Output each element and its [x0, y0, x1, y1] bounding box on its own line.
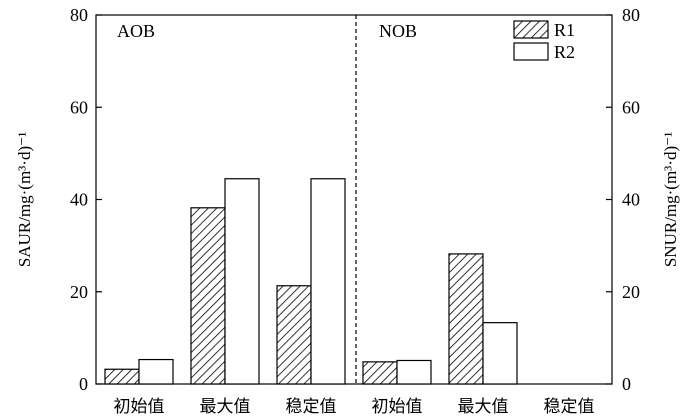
- y-tick-label-left: 0: [79, 374, 88, 394]
- y-axis-title-left: SAUR/mg·(m³·d)⁻¹: [15, 132, 34, 267]
- y-tick-label-right: 0: [622, 374, 631, 394]
- y-tick-label-right: 80: [622, 5, 640, 25]
- bar-r1-3: [276, 285, 312, 385]
- legend-swatch-r1: [513, 20, 549, 39]
- bars: [104, 178, 518, 385]
- x-tick-label: 初始值: [372, 397, 423, 417]
- y-tick-label-left: 20: [70, 282, 88, 302]
- plot-frame: [95, 14, 613, 385]
- bar-r2-4: [396, 359, 432, 385]
- x-tick-label: 最大值: [200, 397, 251, 417]
- bar-r1-2: [190, 207, 226, 385]
- bar-r2-3: [310, 178, 346, 385]
- y-tick-label-left: 40: [70, 190, 88, 210]
- x-tick-label: 稳定值: [544, 397, 595, 417]
- bar-r2-5: [482, 322, 518, 385]
- panel-label-aob: AOB: [117, 21, 155, 41]
- y-tick-label-right: 20: [622, 282, 640, 302]
- y-tick-label-right: 40: [622, 190, 640, 210]
- legend-swatch-r2: [513, 42, 549, 61]
- panel-label-nob: NOB: [379, 21, 417, 41]
- labels: 初始值 最大值 稳定值 初始值 最大值 稳定值 0 0 20 20 40 40 60 60 80 80 SAUR…: [15, 5, 680, 417]
- y-axis-title-right: SNUR/mg·(m³·d)⁻¹: [661, 132, 680, 267]
- y-tick-label-right: 60: [622, 97, 640, 117]
- x-tick-label: 最大值: [458, 397, 509, 417]
- y-tick-label-left: 60: [70, 97, 88, 117]
- x-tick-label: 稳定值: [286, 397, 337, 417]
- y-tick-label-left: 80: [70, 5, 88, 25]
- legend-label-r1: R1: [554, 20, 575, 40]
- axes: [96, 14, 612, 385]
- plot-border: [95, 14, 613, 385]
- x-tick-label: 初始值: [114, 397, 165, 417]
- bar-r2-1: [138, 358, 174, 385]
- legend-label-r2: R2: [554, 42, 575, 62]
- bar-r1-4: [362, 361, 398, 385]
- bar-r1-5: [448, 253, 484, 385]
- bar-r1-1: [104, 368, 140, 385]
- bar-r2-2: [224, 178, 260, 385]
